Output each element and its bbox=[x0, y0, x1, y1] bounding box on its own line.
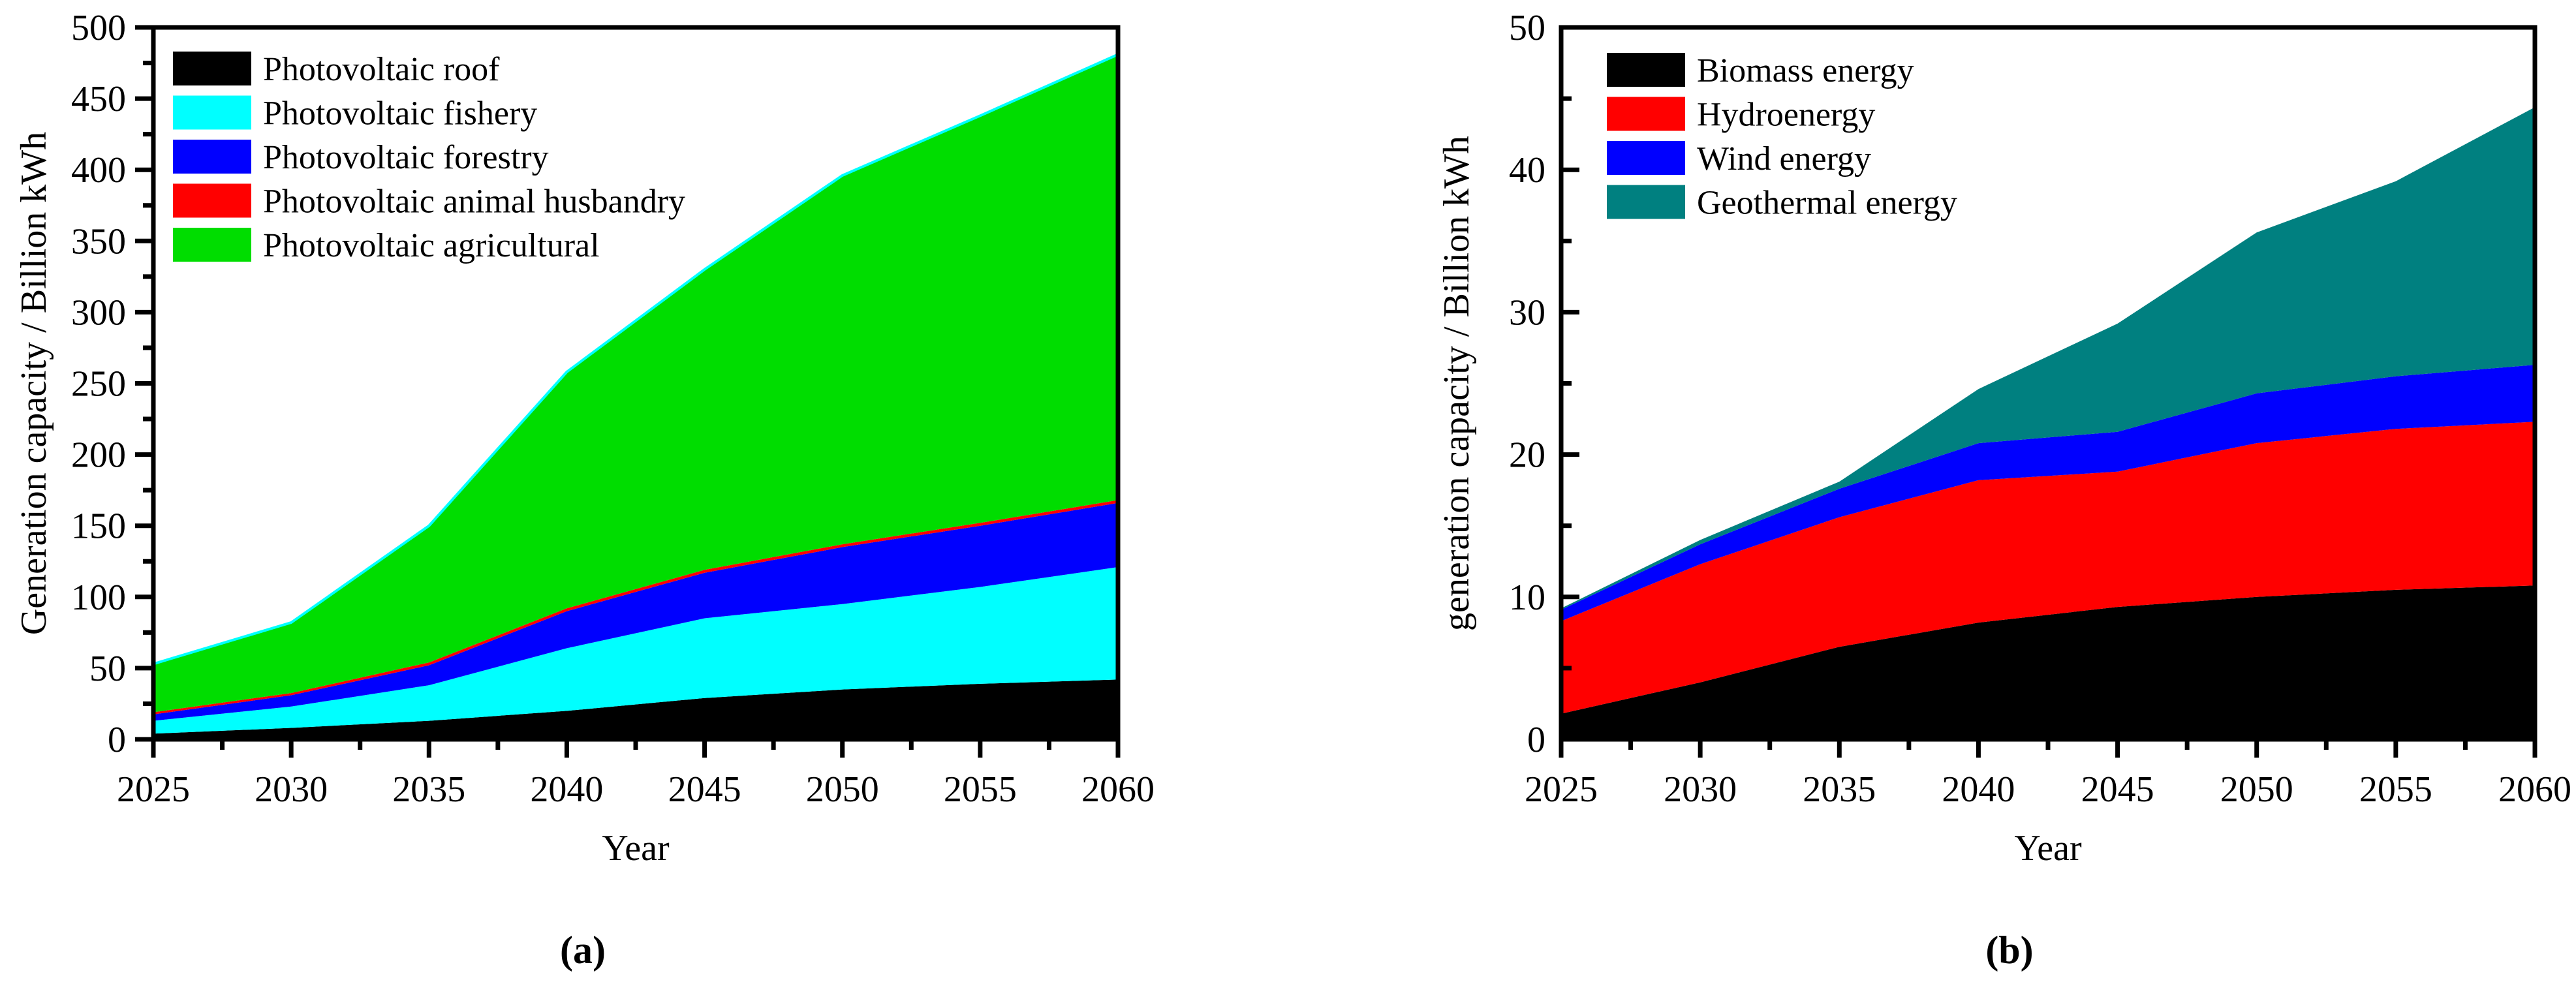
plot-frame bbox=[151, 25, 1121, 742]
legend-label: Photovoltaic forestry bbox=[263, 139, 549, 176]
legend: Photovoltaic roof Photovoltaic fishery Pho… bbox=[173, 51, 685, 264]
x-tick-label: 2030 bbox=[255, 769, 328, 810]
y-tick-label: 100 bbox=[71, 578, 126, 618]
chart-b: 2025 2030 2035 2040 2045 2050 2055 206001020304… bbox=[1436, 8, 2571, 869]
y-tick-label: 20 bbox=[1509, 435, 1545, 476]
x-tick-label: 2055 bbox=[2359, 769, 2432, 810]
y-axis-title: Generation capacity / Billion kWh bbox=[14, 132, 54, 635]
legend-label: Photovoltaic animal husbandry bbox=[263, 183, 685, 221]
y-tick-label: 350 bbox=[71, 221, 126, 262]
legend-swatch bbox=[1607, 185, 1685, 219]
y-tick-label: 450 bbox=[71, 79, 126, 119]
area-biomass-energy bbox=[1561, 585, 2535, 739]
legend-item-photovoltaic-animal-husbandry: Photovoltaic animal husbandry bbox=[173, 183, 685, 221]
y-axis-title: generation capacity / Billion kWh bbox=[1436, 136, 1477, 631]
legend-swatch bbox=[1607, 97, 1685, 131]
x-tick-label: 2050 bbox=[806, 769, 879, 810]
chart-a: 2025 2030 2035 2040 2045 2050 2055 2060 0 50 100 15… bbox=[14, 8, 1155, 869]
area-geothermal-energy bbox=[1561, 107, 2535, 610]
legend-item-photovoltaic-fishery: Photovoltaic fishery bbox=[173, 95, 537, 132]
legend-swatch bbox=[1607, 53, 1685, 87]
legend-item-hydroenergy: Hydroenergy bbox=[1607, 97, 1875, 134]
legend-label: Geothermal energy bbox=[1697, 185, 1957, 222]
stack-top-edge-line bbox=[153, 53, 1119, 666]
y-tick-label: 150 bbox=[71, 506, 126, 547]
legend-item-geothermal-energy: Geothermal energy bbox=[1607, 185, 1957, 222]
x-tick-label: 2045 bbox=[2081, 769, 2154, 810]
x-tick-label: 2025 bbox=[117, 769, 190, 810]
x-tick-label: 2025 bbox=[1525, 769, 1598, 810]
x-tick-label: 2060 bbox=[2498, 769, 2571, 810]
legend: Biomass energy Hydroenergy Wind energy Geot… bbox=[1607, 52, 1957, 222]
x-tick-label: 2035 bbox=[1803, 769, 1876, 810]
legend-swatch bbox=[173, 140, 251, 174]
y-tick-label: 10 bbox=[1509, 578, 1545, 618]
y-tick-label: 300 bbox=[71, 292, 126, 333]
legend-swatch bbox=[173, 95, 251, 130]
legend-item-photovoltaic-forestry: Photovoltaic forestry bbox=[173, 139, 549, 176]
caption-a: (a) bbox=[560, 929, 606, 972]
legend-item-photovoltaic-roof: Photovoltaic roof bbox=[173, 51, 500, 88]
x-tick-label: 2060 bbox=[1081, 769, 1155, 810]
tick-labels: 2025 2030 2035 2040 2045 2050 2055 206001020304… bbox=[1509, 8, 2571, 810]
y-tick-label: 30 bbox=[1509, 292, 1545, 333]
legend-label: Photovoltaic fishery bbox=[263, 95, 537, 132]
x-tick-label: 2040 bbox=[530, 769, 603, 810]
area-photovoltaic-agricultural bbox=[153, 54, 1118, 713]
x-tick-label: 2040 bbox=[1942, 769, 2015, 810]
legend-label: Wind energy bbox=[1697, 140, 1871, 177]
tick-labels: 2025 2030 2035 2040 2045 2050 2055 2060 0 50 100 15… bbox=[71, 8, 1155, 810]
y-tick-label: 250 bbox=[71, 364, 126, 405]
y-tick-label: 400 bbox=[71, 150, 126, 191]
x-tick-label: 2055 bbox=[944, 769, 1017, 810]
legend-label: Photovoltaic agricultural bbox=[263, 227, 600, 264]
y-tick-label: 50 bbox=[1509, 8, 1545, 48]
area-photovoltaic-roof bbox=[153, 679, 1118, 739]
legend-swatch bbox=[173, 52, 251, 85]
legend-item-wind-energy: Wind energy bbox=[1607, 140, 1871, 177]
y-tick-label: 500 bbox=[71, 8, 126, 48]
y-tick-label: 0 bbox=[108, 720, 126, 760]
caption-b: (b) bbox=[1985, 929, 2034, 972]
legend-swatch bbox=[173, 228, 251, 262]
x-axis-title: Year bbox=[2014, 828, 2082, 869]
legend-swatch bbox=[173, 183, 251, 218]
legend-item-photovoltaic-agricultural: Photovoltaic agricultural bbox=[173, 227, 600, 264]
legend-swatch bbox=[1607, 141, 1685, 175]
legend-label: Photovoltaic roof bbox=[263, 51, 500, 88]
area-hydroenergy bbox=[1561, 422, 2535, 714]
legend-item-biomass-energy: Biomass energy bbox=[1607, 52, 1914, 89]
y-tick-label: 50 bbox=[89, 649, 126, 689]
y-tick-label: 0 bbox=[1527, 720, 1545, 760]
legend-label: Hydroenergy bbox=[1697, 97, 1875, 134]
x-tick-label: 2050 bbox=[2220, 769, 2293, 810]
x-tick-label: 2030 bbox=[1664, 769, 1737, 810]
stacked-areas bbox=[153, 54, 1118, 739]
y-tick-label: 200 bbox=[71, 435, 126, 476]
area-photovoltaic-fishery bbox=[153, 567, 1118, 734]
x-axis-title: Year bbox=[602, 828, 670, 869]
legend-label: Biomass energy bbox=[1697, 52, 1914, 89]
x-tick-label: 2035 bbox=[392, 769, 465, 810]
area-wind-energy bbox=[1561, 365, 2535, 621]
x-tick-label: 2045 bbox=[668, 769, 741, 810]
area-photovoltaic-forestry bbox=[153, 502, 1118, 721]
plot-frame bbox=[1559, 25, 2537, 742]
stacked-areas bbox=[1561, 107, 2535, 739]
y-tick-label: 40 bbox=[1509, 150, 1545, 191]
